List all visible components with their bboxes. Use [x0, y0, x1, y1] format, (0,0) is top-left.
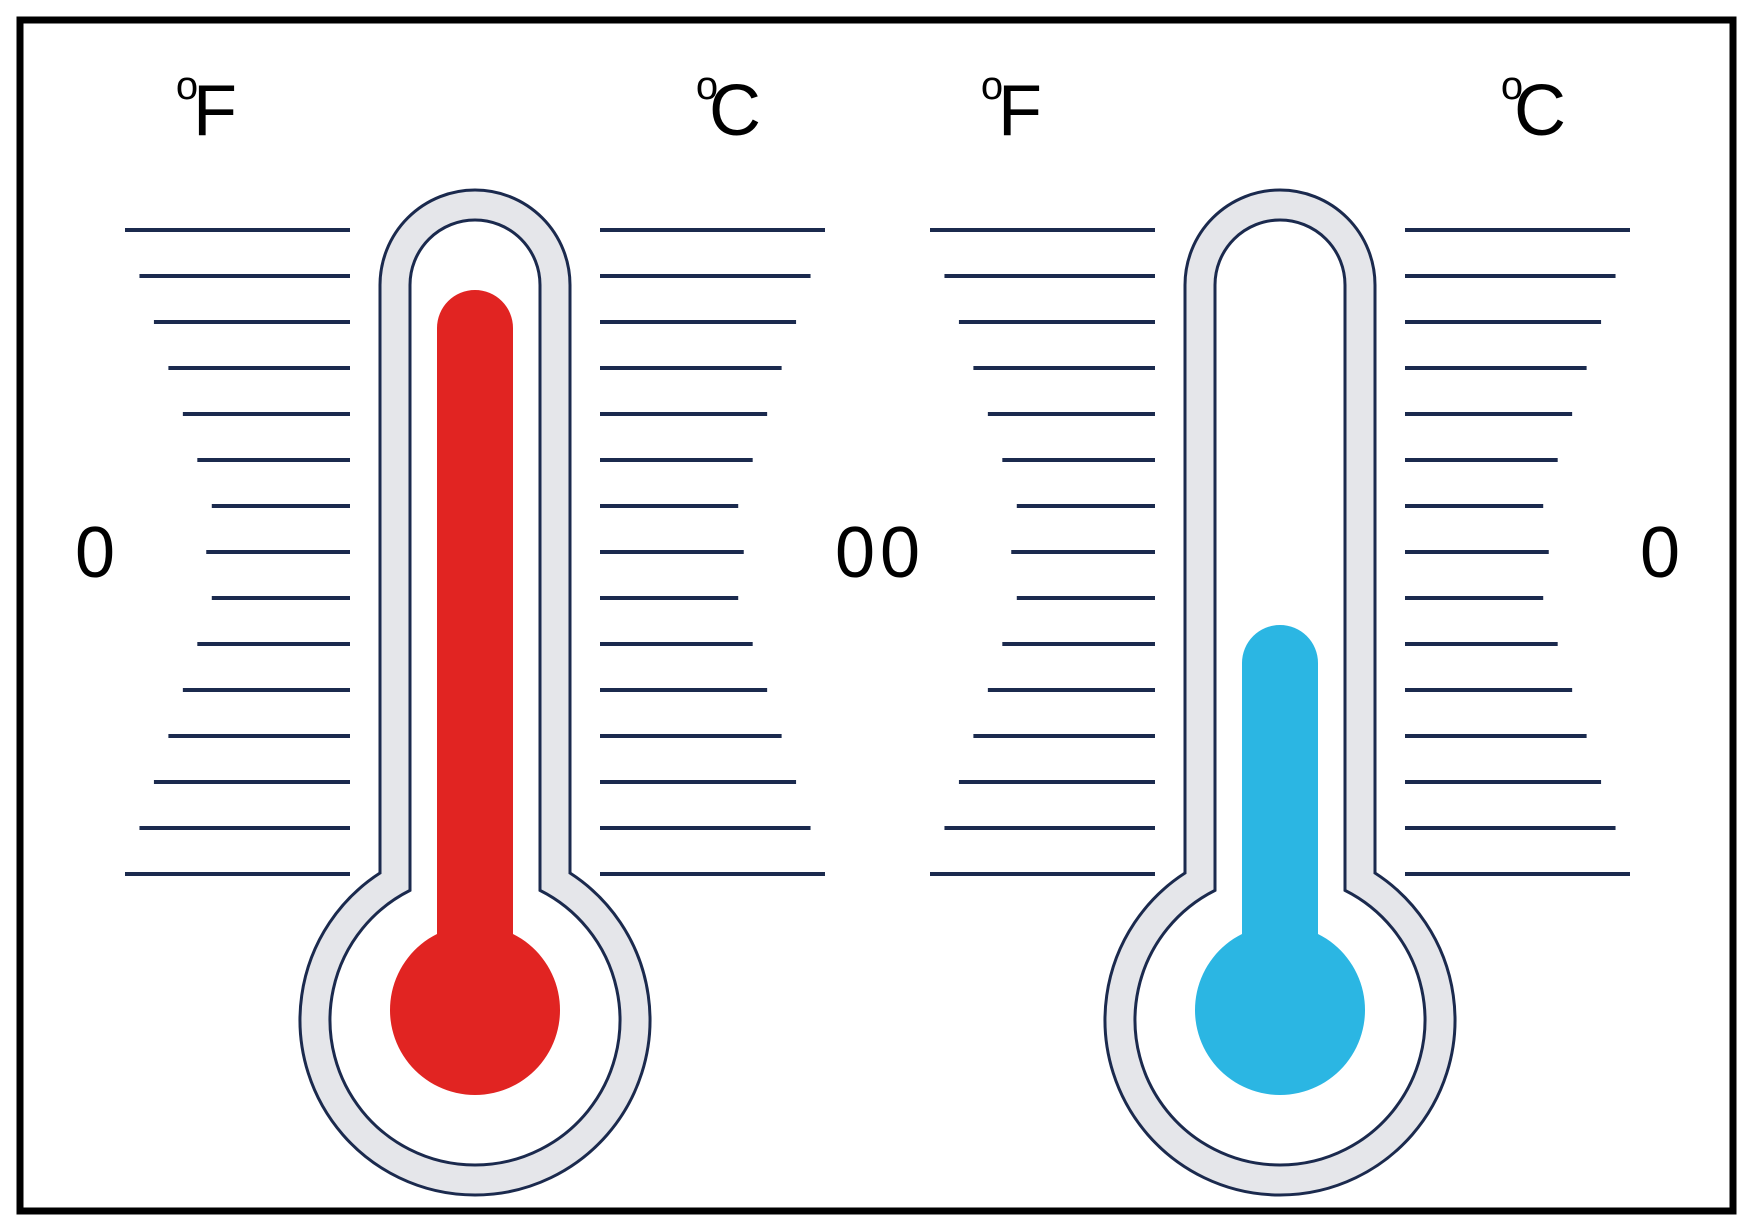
- thermometer-diagram: oFoC00oFoC00: [0, 0, 1753, 1231]
- svg-text:C: C: [709, 71, 761, 151]
- zero-label-left: 0: [880, 513, 920, 593]
- zero-label-left: 0: [75, 513, 115, 593]
- svg-text:F: F: [998, 71, 1042, 151]
- svg-text:C: C: [1514, 71, 1566, 151]
- zero-label-right: 0: [1640, 513, 1680, 593]
- zero-label-right: 0: [835, 513, 875, 593]
- svg-text:F: F: [193, 71, 237, 151]
